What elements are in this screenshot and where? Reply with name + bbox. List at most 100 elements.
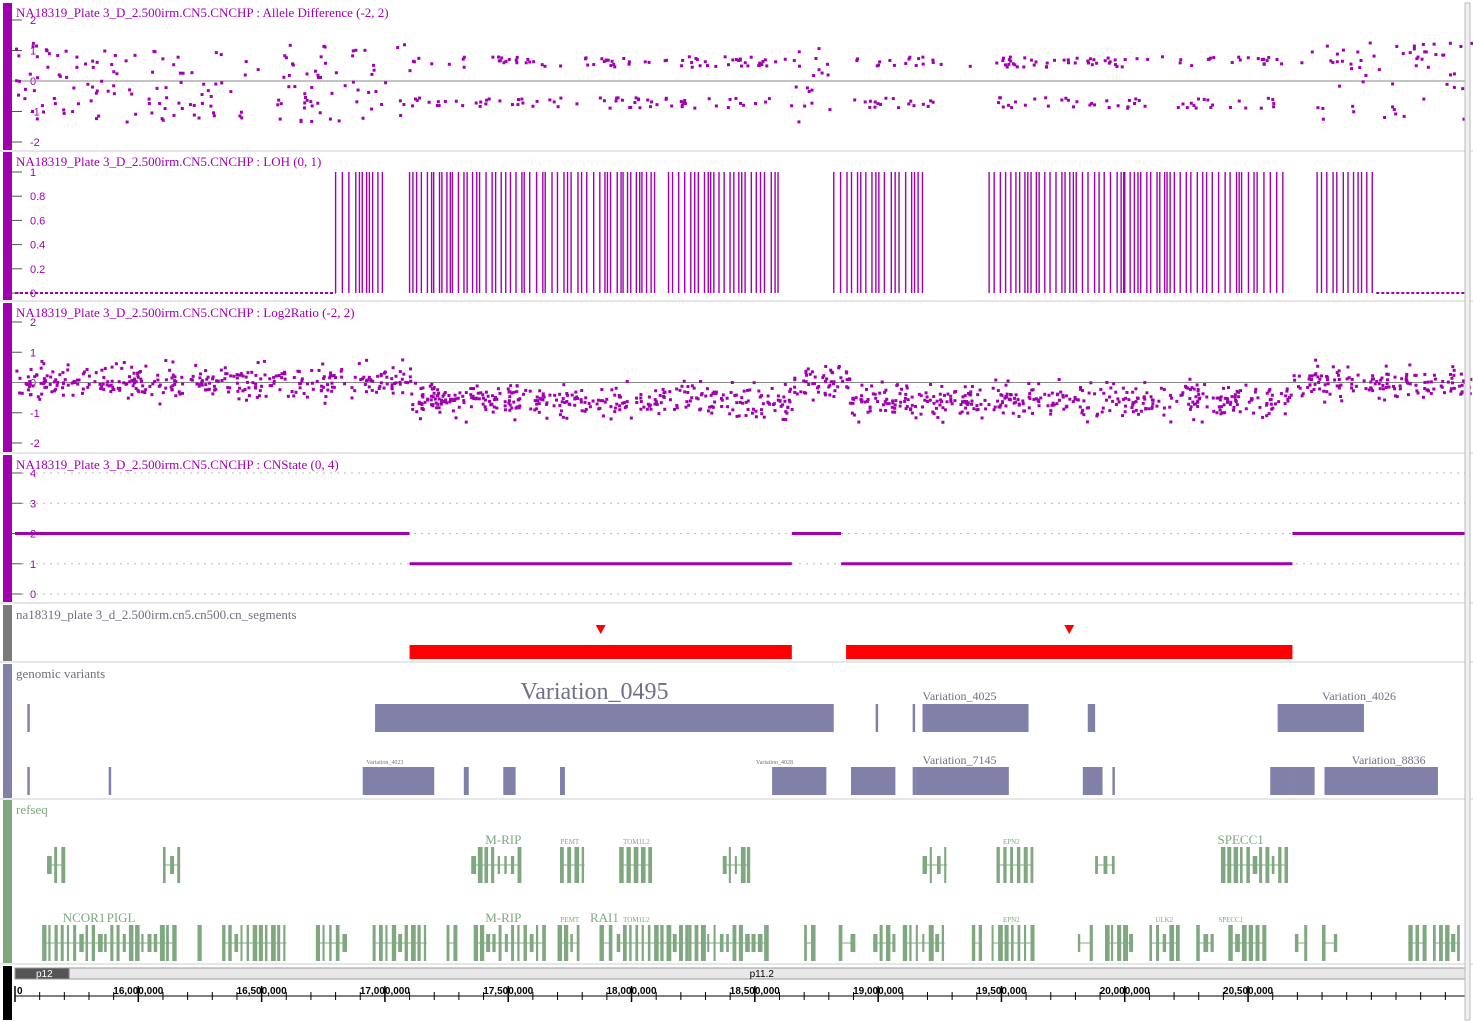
variant-feature[interactable] bbox=[1112, 767, 1115, 795]
y-tick-label: 0.4 bbox=[30, 240, 45, 252]
variant-feature[interactable] bbox=[1324, 767, 1438, 795]
cn-segment-bar[interactable] bbox=[846, 645, 1293, 659]
data-point bbox=[401, 358, 405, 362]
variant-feature[interactable] bbox=[915, 767, 1009, 795]
variant-feature[interactable] bbox=[108, 767, 112, 795]
gene-exon bbox=[557, 925, 563, 961]
data-point bbox=[215, 379, 219, 383]
data-point bbox=[837, 365, 841, 369]
variant-feature[interactable] bbox=[772, 767, 827, 795]
data-point bbox=[263, 373, 267, 377]
data-point bbox=[402, 372, 406, 376]
data-point bbox=[591, 399, 595, 403]
gene-exon bbox=[707, 934, 710, 952]
data-point bbox=[52, 380, 56, 384]
data-point bbox=[305, 382, 309, 386]
data-point bbox=[661, 387, 665, 391]
data-point bbox=[863, 400, 867, 404]
data-point bbox=[1189, 405, 1193, 409]
data-point bbox=[1202, 97, 1206, 101]
gene-exon bbox=[61, 847, 66, 883]
data-point bbox=[322, 385, 326, 389]
variant-feature[interactable] bbox=[875, 704, 879, 732]
vertical-scrollbar[interactable] bbox=[1464, 2, 1471, 1021]
variant-feature[interactable] bbox=[912, 704, 916, 732]
variant-feature[interactable] bbox=[1087, 704, 1096, 732]
data-point bbox=[1297, 374, 1301, 378]
data-point bbox=[1016, 397, 1020, 401]
data-point bbox=[941, 420, 945, 424]
data-point bbox=[1284, 394, 1288, 398]
data-point bbox=[172, 63, 176, 67]
data-point bbox=[478, 104, 482, 108]
track-side-bar[interactable] bbox=[3, 664, 12, 798]
data-point bbox=[1151, 402, 1155, 406]
data-point bbox=[291, 62, 295, 66]
data-point bbox=[612, 62, 616, 66]
data-point bbox=[772, 403, 776, 407]
variant-feature[interactable] bbox=[27, 767, 30, 795]
track-side-bar[interactable] bbox=[3, 303, 12, 452]
track-side-bar[interactable] bbox=[3, 605, 12, 661]
data-point bbox=[283, 54, 287, 58]
data-point bbox=[109, 383, 113, 387]
data-point bbox=[357, 361, 361, 365]
gene-exon bbox=[116, 925, 120, 961]
variant-feature[interactable] bbox=[1289, 767, 1315, 795]
data-point bbox=[687, 55, 691, 59]
ideogram-band-label: p12 bbox=[36, 969, 53, 980]
variant-feature[interactable] bbox=[1270, 767, 1290, 795]
data-point bbox=[494, 396, 498, 400]
data-point bbox=[1358, 66, 1362, 70]
data-point bbox=[540, 63, 544, 67]
data-point bbox=[462, 55, 466, 59]
track-side-bar[interactable] bbox=[3, 800, 12, 963]
data-point bbox=[757, 389, 761, 393]
variant-feature[interactable] bbox=[27, 704, 30, 732]
data-point bbox=[367, 90, 371, 94]
data-point bbox=[272, 375, 276, 379]
variant-feature[interactable] bbox=[503, 767, 516, 795]
variant-feature[interactable] bbox=[912, 767, 916, 795]
data-point bbox=[1001, 59, 1005, 63]
variant-feature[interactable] bbox=[560, 767, 565, 795]
variant-feature[interactable] bbox=[851, 767, 896, 795]
data-point bbox=[876, 102, 880, 106]
track-side-bar[interactable] bbox=[3, 3, 12, 150]
data-point bbox=[243, 388, 247, 392]
data-point bbox=[995, 61, 999, 65]
data-point bbox=[417, 56, 421, 60]
data-point bbox=[991, 386, 995, 390]
variant-feature[interactable] bbox=[1277, 704, 1364, 732]
data-point bbox=[625, 379, 629, 383]
track-side-bar[interactable] bbox=[3, 152, 12, 300]
track-side-bar[interactable] bbox=[3, 455, 12, 602]
data-point bbox=[512, 390, 516, 394]
data-point bbox=[514, 58, 518, 62]
data-point bbox=[304, 95, 308, 99]
data-point bbox=[62, 111, 66, 115]
data-point bbox=[464, 420, 468, 424]
data-point bbox=[324, 61, 328, 65]
data-point bbox=[1350, 386, 1354, 390]
variant-feature[interactable] bbox=[922, 704, 1029, 732]
variant-feature[interactable] bbox=[463, 767, 469, 795]
data-point bbox=[1049, 409, 1053, 413]
variant-feature[interactable] bbox=[1082, 767, 1103, 795]
data-point bbox=[1086, 61, 1090, 65]
data-point bbox=[278, 117, 282, 121]
data-point bbox=[1043, 392, 1047, 396]
data-point bbox=[1099, 387, 1103, 391]
data-point bbox=[509, 384, 513, 388]
data-point bbox=[720, 398, 724, 402]
data-point bbox=[305, 395, 309, 399]
data-point bbox=[318, 111, 322, 115]
data-point bbox=[112, 92, 116, 96]
cn-segment-bar[interactable] bbox=[409, 645, 792, 659]
variant-feature[interactable] bbox=[375, 704, 834, 732]
data-point bbox=[1316, 364, 1320, 368]
data-point bbox=[1378, 387, 1382, 391]
variant-feature[interactable] bbox=[362, 767, 435, 795]
